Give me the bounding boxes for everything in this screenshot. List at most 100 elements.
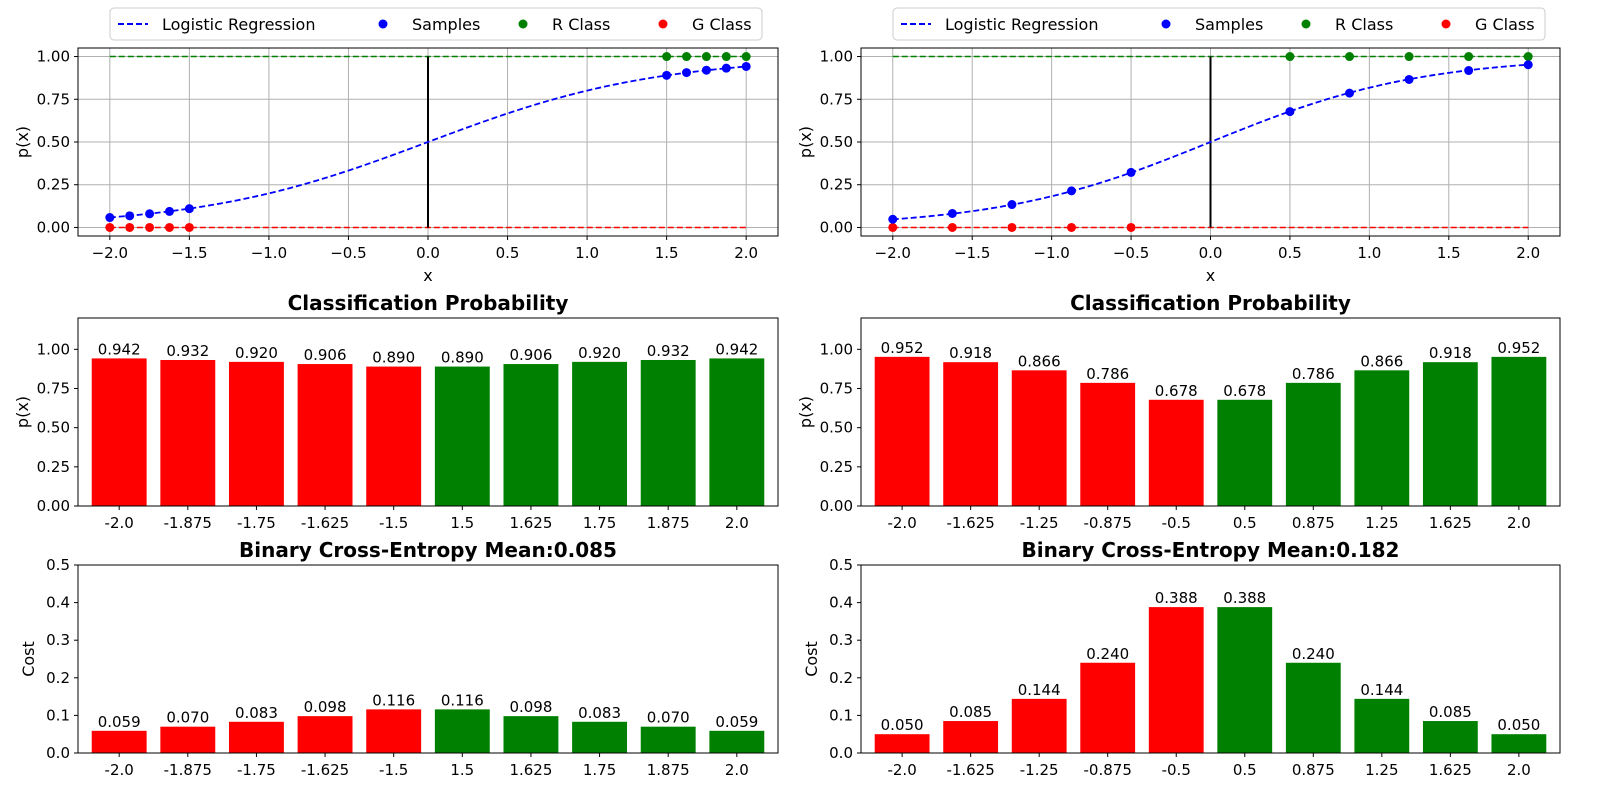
x-tick-label: 0.5 [1233,514,1257,532]
sample-point [184,204,194,214]
bar-value-label: 0.906 [304,346,347,364]
bar [228,361,284,506]
axes-frame [860,564,1561,754]
bar-value-label: 0.083 [235,704,278,722]
sample-point [682,68,692,78]
r-class-point [682,52,692,62]
x-tick-label: 1.0 [1357,244,1381,262]
bar [160,726,216,753]
y-tick-label: 0.4 [46,594,70,612]
bar [1354,698,1410,753]
sample-point [1007,200,1017,210]
bar [640,726,696,753]
logistic-curve [109,65,747,219]
bar-value-label: 0.059 [98,713,141,731]
y-axis-label: p(x) [796,396,815,428]
bar [1080,662,1136,753]
x-tick-label: -0.5 [1162,514,1191,532]
bar-value-label: 0.144 [1360,681,1403,699]
x-tick-label: -0.875 [1084,761,1132,779]
x-tick-label: 0.875 [1292,761,1335,779]
x-tick-label: 1.625 [1429,761,1472,779]
r-class-point [1404,52,1414,62]
x-tick-label: 1.625 [509,761,552,779]
y-tick-label: 1.00 [820,340,853,358]
bar-value-label: 0.942 [715,340,758,358]
bar-value-label: 0.083 [578,704,621,722]
sample-point [947,208,957,218]
r-class-point [1285,52,1295,62]
y-tick-label: 1.00 [820,48,853,66]
r-class-point [1345,52,1355,62]
x-tick-label: −0.5 [330,244,366,262]
bar-value-label: 0.678 [1155,382,1198,400]
x-tick-label: −1.5 [171,244,207,262]
y-tick-label: 0.0 [829,744,853,762]
bar-value-label: 0.678 [1223,382,1266,400]
x-tick-label: 1.5 [450,514,474,532]
y-tick-label: 0.00 [820,497,853,515]
y-tick-label: 0.75 [820,380,853,398]
panel-middle-right: 0.952 0.918 0.866 0.786 0.678 0.678 0.786 0.866… [796,291,1561,532]
legend-marker-icon [1301,19,1311,29]
sample-point [1404,74,1414,84]
bar [503,364,559,506]
y-tick-label: 0.3 [829,631,853,649]
legend-label: Samples [1195,15,1263,34]
y-tick-label: 0.50 [37,133,70,151]
bar [366,709,422,753]
x-tick-label: 1.625 [1429,514,1472,532]
bar-value-label: 0.388 [1223,589,1266,607]
x-axis-label: x [1206,266,1215,285]
y-axis-label: Cost [19,641,38,677]
x-tick-label: 1.0 [575,244,599,262]
x-tick-label: 2.0 [1507,761,1531,779]
bar [434,709,490,753]
panel-middle-left: 0.942 0.932 0.920 0.906 0.890 0.890 0.906 0.920… [13,291,779,532]
legend-box [109,7,763,41]
x-tick-label: 2.0 [1507,514,1531,532]
g-class-point [888,222,898,232]
sample-point [662,70,672,80]
legend-label: G Class [692,15,752,34]
x-tick-label: 1.25 [1365,514,1398,532]
x-tick-label: 1.5 [450,761,474,779]
legend-marker-icon [658,19,668,29]
g-class-point [1126,222,1136,232]
bar [91,730,147,753]
bar-value-label: 0.920 [578,344,621,362]
x-tick-label: 0.5 [1278,244,1302,262]
x-tick-label: -2.0 [105,761,134,779]
r-class-point [701,52,711,62]
legend-label: R Class [1335,15,1393,34]
bar-value-label: 0.952 [1497,339,1540,357]
bar-value-label: 0.070 [166,709,209,727]
bar-value-label: 0.890 [372,349,415,367]
x-tick-label: -1.25 [1020,761,1059,779]
x-tick-label: 0.875 [1292,514,1335,532]
bar [366,366,422,506]
axes-frame [77,317,779,507]
legend-label: R Class [552,15,610,34]
sample-point [1285,107,1295,117]
y-tick-label: 0.50 [820,419,853,437]
bar-value-label: 0.240 [1292,645,1335,663]
bar-value-label: 0.070 [647,709,690,727]
y-axis-label: p(x) [13,396,32,428]
y-tick-label: 0.75 [37,380,70,398]
x-tick-label: -1.625 [946,761,994,779]
g-class-point [184,222,194,232]
g-class-point [125,222,135,232]
g-class-point [145,222,155,232]
x-tick-label: 1.5 [1437,244,1461,262]
bar [1354,370,1410,506]
bar [1148,607,1204,753]
bar [434,366,490,506]
bar [1011,370,1067,506]
x-tick-label: 0.5 [1233,761,1257,779]
x-axis-label: x [423,266,432,285]
bar [709,358,765,506]
bar-value-label: 0.116 [372,691,415,709]
bar [297,364,353,506]
sample-point [741,61,751,71]
